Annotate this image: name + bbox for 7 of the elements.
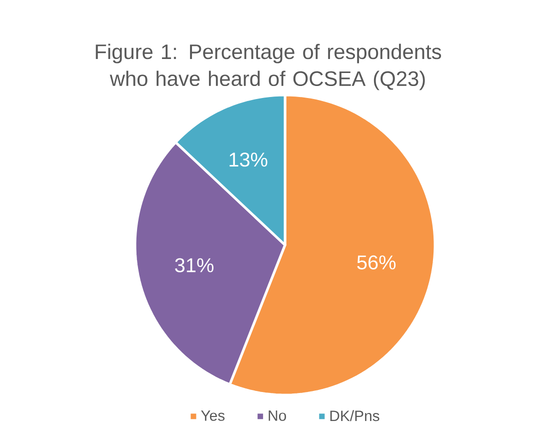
- legend-label: Yes: [201, 410, 225, 421]
- data-label: 13%: [230, 152, 268, 167]
- legend-label: No: [268, 410, 286, 421]
- chart-title: Figure 1: Percentage of respondents who have heard of OCSEA (Q23): [96, 44, 442, 90]
- legend-label: DK/Pns: [330, 410, 380, 422]
- data-label: 56%: [357, 255, 396, 270]
- data-label: 31%: [175, 258, 214, 272]
